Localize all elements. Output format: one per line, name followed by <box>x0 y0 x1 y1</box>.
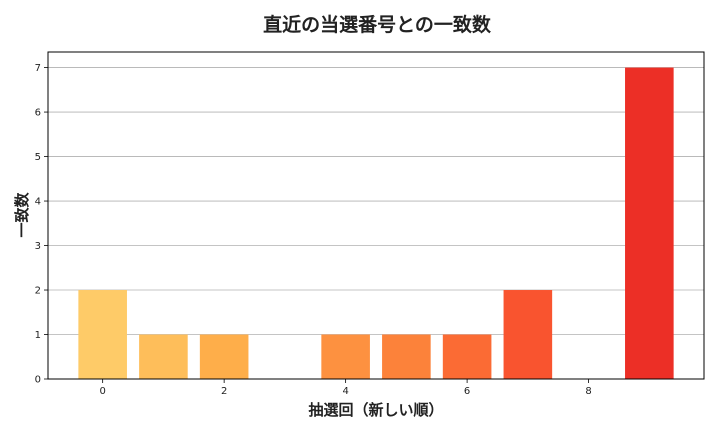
x-tick-label-2: 2 <box>221 386 227 397</box>
x-tick-label-6: 6 <box>464 386 470 397</box>
y-tick-label-3: 3 <box>35 241 41 252</box>
x-tick-label-8: 8 <box>585 386 591 397</box>
bar-9 <box>625 67 674 380</box>
y-tick-label-1: 1 <box>35 330 41 341</box>
gridlines <box>48 67 704 335</box>
ticks: 0 2 4 6 8 0 1 2 3 4 5 6 7 <box>35 63 592 397</box>
bar-1 <box>139 334 188 379</box>
y-tick-label-5: 5 <box>35 152 41 163</box>
bar-6 <box>442 334 492 379</box>
bar-0 <box>78 290 127 379</box>
y-tick-label-0: 0 <box>35 375 41 386</box>
bar-5 <box>382 334 431 379</box>
y-tick-label-2: 2 <box>35 286 41 297</box>
bars <box>78 67 674 380</box>
y-tick-label-6: 6 <box>35 108 41 119</box>
bar-2 <box>199 334 249 379</box>
y-tick-label-4: 4 <box>35 197 41 208</box>
chart-title: 直近の当選番号との一致数 <box>263 13 492 36</box>
bar-7 <box>503 290 553 379</box>
plot-frame <box>47 51 705 380</box>
x-axis-label: 抽選回（新しい順） <box>308 401 443 419</box>
y-axis-label: 一致数 <box>13 192 31 238</box>
bar-4 <box>321 334 370 379</box>
y-tick-label-7: 7 <box>35 63 41 74</box>
x-tick-label-0: 0 <box>99 386 105 397</box>
x-tick-label-4: 4 <box>342 386 348 397</box>
